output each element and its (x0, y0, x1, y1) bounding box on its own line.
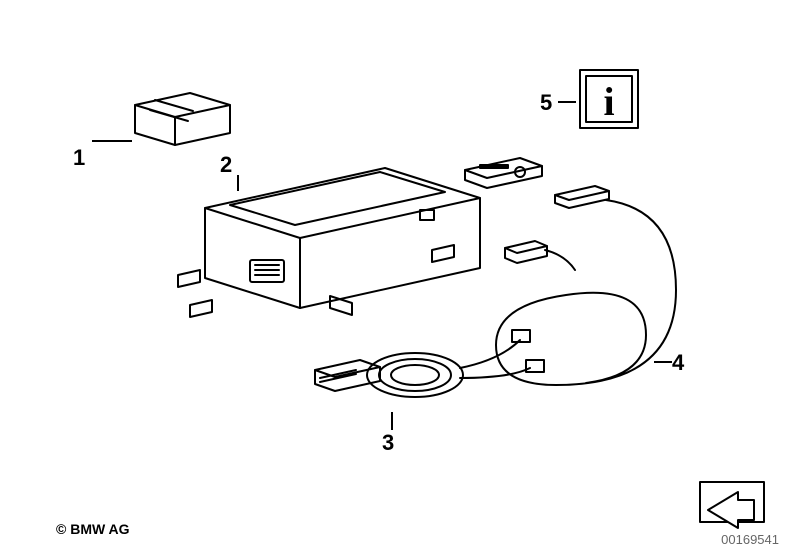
continuation-arrow (700, 482, 764, 528)
diagram-svg: i (0, 0, 799, 559)
part-3-wiring-harness (315, 330, 544, 397)
document-id: 00169541 (721, 532, 779, 547)
diagram-canvas: i 1 2 3 4 5 © BMW AG 00169541 (0, 0, 799, 559)
leader-1 (92, 140, 132, 142)
leader-5 (558, 101, 576, 103)
callout-1: 1 (73, 145, 85, 171)
callout-4: 4 (672, 350, 684, 376)
part-4-ipod-cable (465, 158, 676, 385)
part-2-control-unit (178, 168, 480, 317)
callout-2: 2 (220, 152, 232, 178)
copyright-text: © BMW AG (56, 521, 130, 537)
callout-5: 5 (540, 90, 552, 116)
leader-3 (391, 412, 393, 430)
leader-2 (237, 175, 239, 191)
part-1-small-box (135, 93, 230, 145)
info-letter: i (603, 79, 614, 124)
leader-4 (654, 361, 672, 363)
callout-3: 3 (382, 430, 394, 456)
